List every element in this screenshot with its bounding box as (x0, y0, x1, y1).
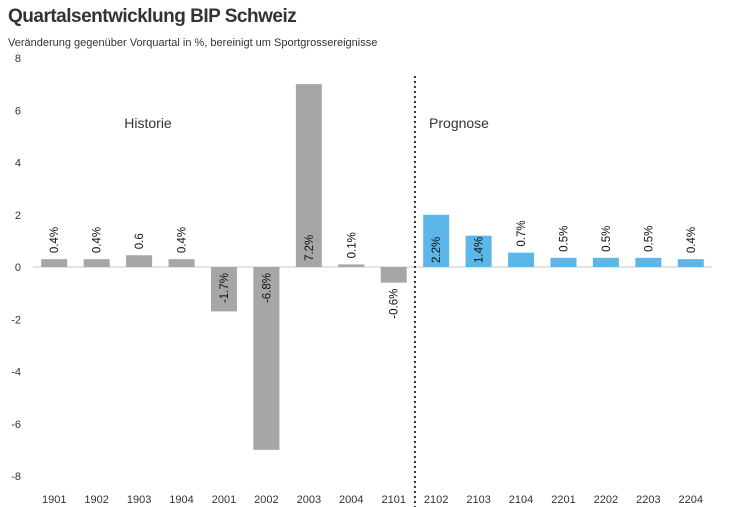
bar-1902 (83, 259, 110, 267)
bar-2201 (550, 257, 577, 267)
x-tick-label: 2201 (551, 494, 575, 506)
x-tick-label: 2102 (424, 494, 448, 506)
bar-2102 (423, 214, 450, 267)
bar-2104 (508, 252, 535, 267)
bar-2101 (380, 267, 407, 283)
x-tick-label: 1902 (84, 494, 108, 506)
data-label: 0.7% (516, 220, 528, 246)
bar-2004 (338, 264, 365, 267)
y-tick-label: 0 (15, 262, 21, 274)
bar-2001 (210, 267, 237, 312)
x-tick-label: 1904 (169, 494, 193, 506)
x-tick-label: 2204 (679, 494, 703, 506)
bar-1901 (41, 259, 68, 267)
data-label: 0.5% (643, 226, 655, 252)
data-label: 0.4% (92, 227, 104, 253)
bar-2203 (635, 257, 662, 267)
x-tick-label: 2104 (509, 494, 533, 506)
x-tick-label: 2002 (254, 494, 278, 506)
chart-subtitle: Veränderung gegenüber Vorquartal in %, b… (8, 37, 378, 49)
bar-2003 (295, 84, 322, 267)
y-tick-label: -8 (11, 471, 21, 483)
bar-2204 (677, 259, 704, 267)
x-tick-label: 2203 (636, 494, 660, 506)
data-label: 0.5% (558, 226, 570, 252)
y-tick-label: 2 (15, 210, 21, 222)
bar-1904 (168, 259, 195, 267)
x-tick-label: 2001 (212, 494, 236, 506)
section-label-historie: Historie (124, 115, 172, 131)
section-label-prognose: Prognose (429, 115, 489, 131)
bar-2103 (465, 235, 492, 267)
data-label: 7.2% (304, 235, 316, 261)
data-label: 0.5% (601, 226, 613, 252)
data-label: 0.4% (49, 227, 61, 253)
y-tick-label: 4 (15, 158, 21, 170)
data-label: 1.4% (474, 237, 486, 263)
y-tick-label: -4 (11, 367, 21, 379)
bar-2002 (253, 267, 280, 450)
data-label: 0.4% (177, 227, 189, 253)
data-label: -6.8% (261, 273, 273, 303)
x-tick-label: 2003 (297, 494, 321, 506)
data-label: 0.6 (134, 233, 146, 249)
y-tick-label: 8 (15, 53, 21, 65)
x-tick-label: 2004 (339, 494, 363, 506)
x-tick-label: 2101 (381, 494, 405, 506)
data-label: 0.1% (346, 232, 358, 258)
y-tick-label: 6 (15, 105, 21, 117)
y-tick-label: -6 (11, 419, 21, 431)
x-tick-label: 2103 (466, 494, 490, 506)
y-tick-label: -2 (11, 314, 21, 326)
x-tick-label: 1903 (127, 494, 151, 506)
bar-2202 (592, 257, 619, 267)
data-label: 0.4% (686, 227, 698, 253)
chart-title: Quartalsentwicklung BIP Schweiz (8, 6, 297, 27)
data-label: 2.2% (431, 237, 443, 263)
bar-1903 (126, 255, 153, 267)
data-label: -0.6% (389, 289, 401, 319)
x-tick-label: 2202 (594, 494, 618, 506)
x-tick-label: 1901 (42, 494, 66, 506)
data-label: -1.7% (219, 273, 231, 303)
